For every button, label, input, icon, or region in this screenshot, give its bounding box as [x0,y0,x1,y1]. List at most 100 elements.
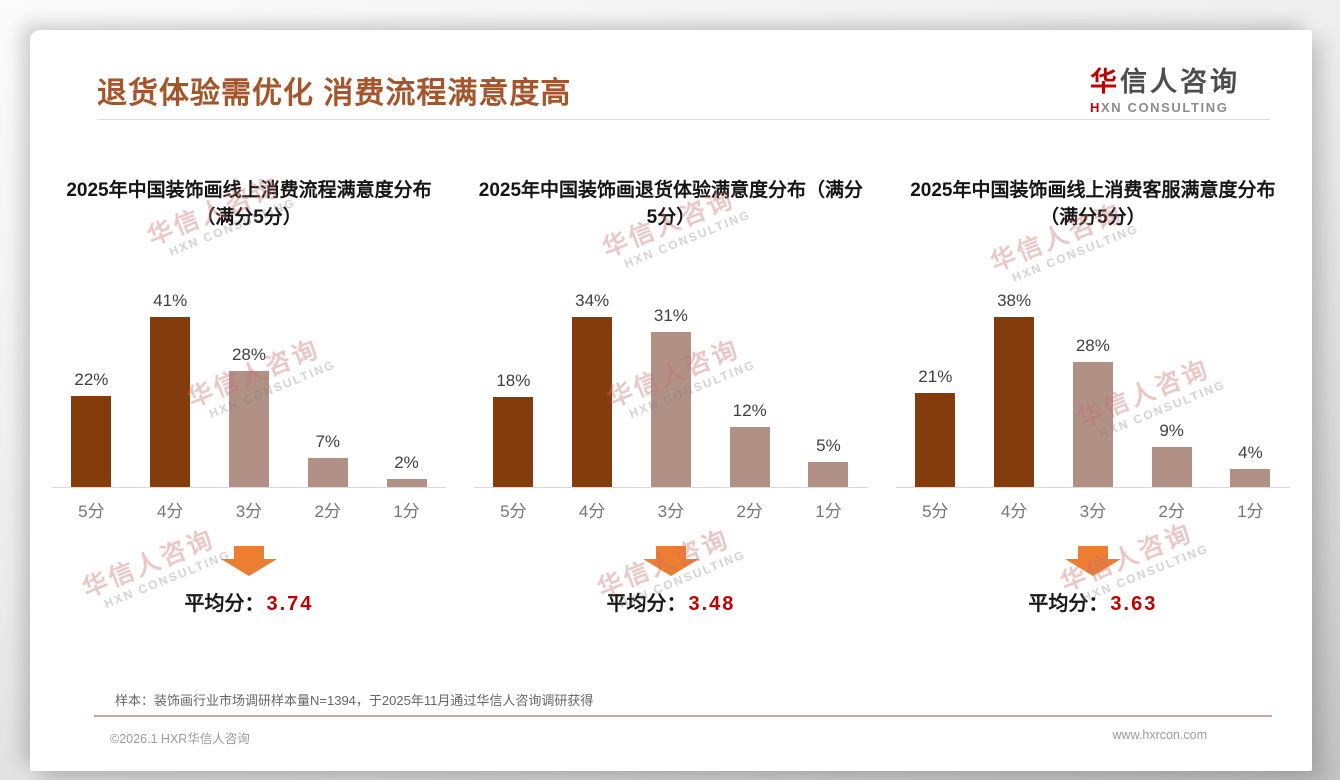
bar-group: 38% [977,291,1052,487]
bar-value-label: 41% [153,291,188,310]
chart-service-satisfaction: 2025年中国装饰画线上消费客服满意度分布（满分5分） 21% 38% 28% 9% 4… [882,152,1304,616]
source-note: 样本：装饰画行业市场调研样本量N=1394，于2025年11月通过华信人咨询调研… [115,693,594,708]
bar-value-label: 31% [653,306,688,325]
bar-plot: 22% 41% 28% 7% 2% [52,250,446,488]
average-score-label: 平均分： [1028,593,1109,615]
company-logo: 华信人咨询 HXN CONSULTING [1090,60,1240,115]
category-axis: 5分 4分 3分 2分 1分 [896,497,1290,522]
bar-group: 5% [791,436,866,487]
category-label: 3分 [657,502,685,521]
bar [228,371,269,487]
bar-value-label: 28% [231,345,266,364]
arrow-head [220,559,277,576]
bar-value-label: 2% [394,453,419,472]
logo-name-rest: 信人咨询 [1120,67,1240,97]
logo-en-rest: XN CONSULTING [1101,100,1229,115]
category-label: 4分 [156,502,184,521]
bar [493,397,534,487]
bar-group: 41% [133,291,208,487]
bar-group: 7% [290,432,365,487]
category-label: 1分 [815,502,842,521]
bar [307,458,348,487]
logo-en-accent-char: H [1090,100,1101,115]
category-label: 1分 [1237,502,1264,521]
average-score-label: 平均分： [606,593,687,615]
bar-group: 2% [369,453,444,487]
category-label: 2分 [736,502,763,521]
bar-value-label: 38% [997,291,1032,310]
average-score-value: 3.48 [688,593,736,615]
bar-group: 34% [555,291,630,487]
bar [729,427,770,487]
bar-value-label: 4% [1238,443,1263,462]
bar-value-label: 22% [74,370,109,389]
category-label: 2分 [1158,502,1185,521]
footer: ©2026.1 HXR华信人咨询 www.hxrcon.com [110,728,1207,747]
bar [1230,469,1271,487]
website-url: www.hxrcon.com [1112,728,1207,742]
arrow-head [642,559,699,576]
bar [572,317,613,487]
average-score-value: 3.74 [266,593,314,615]
category-label: 4分 [1000,502,1028,521]
category-label: 3分 [1079,502,1107,521]
bar-value-label: 5% [816,436,841,455]
category-label: 3分 [235,502,263,521]
bar [915,393,956,487]
bar-group: 31% [633,306,708,487]
bar-plot: 18% 34% 31% 12% 5% [473,250,868,488]
category-label: 5分 [922,502,949,521]
bar-group: 18% [476,371,551,487]
bar [150,317,191,487]
slide-card: 退货体验需优化 消费流程满意度高 华信人咨询 HXN CONSULTING 20… [30,30,1312,771]
category-label: 4分 [578,502,606,521]
category-axis: 5分 4分 3分 2分 1分 [52,497,446,522]
average-score-label: 平均分： [184,593,265,615]
average-score-value: 3.63 [1110,593,1158,615]
chart-return-satisfaction: 2025年中国装饰画退货体验满意度分布（满分5分） 18% 34% 31% 12% 5%… [460,152,882,616]
bar-value-label: 28% [1075,336,1110,355]
arrow-shaft [233,546,264,559]
bar-value-label: 18% [496,371,531,390]
charts-row: 2025年中国装饰画线上消费流程满意度分布（满分5分） 22% 41% 28% 7% 2… [38,152,1304,616]
footer-divider [94,715,1272,717]
logo-chinese-name: 华信人咨询 [1090,60,1240,99]
bar-value-label: 7% [315,432,341,451]
bar [808,462,849,487]
down-arrow-icon [1064,546,1121,576]
bar-value-label: 21% [918,367,953,386]
copyright-text: ©2026.1 HXR华信人咨询 [110,732,250,746]
bar-group: 28% [212,345,287,487]
category-label: 1分 [393,502,420,521]
bar [1072,362,1113,487]
bar [71,396,112,487]
down-arrow-icon [220,546,277,576]
category-label: 2分 [314,502,341,521]
category-label: 5分 [78,502,105,521]
bar-plot: 21% 38% 28% 9% 4% [895,250,1290,488]
bar-value-label: 12% [732,401,767,420]
arrow-shaft [1077,546,1108,559]
average-score: 平均分： 3.63 [1028,587,1157,616]
chart-title: 2025年中国装饰画线上消费客服满意度分布（满分5分） [910,180,1276,228]
logo-accent-char: 华 [1090,67,1120,97]
bar [386,479,427,487]
average-score: 平均分： 3.48 [606,587,735,616]
bar-group: 22% [54,370,129,487]
bar-group: 12% [712,401,787,487]
page-title: 退货体验需优化 消费流程满意度高 [97,77,572,110]
bar-group: 28% [1055,336,1130,487]
bar [650,332,691,487]
bar-value-label: 34% [575,291,610,310]
logo-english-name: HXN CONSULTING [1090,100,1240,115]
chart-title: 2025年中国装饰画退货体验满意度分布（满分5分） [478,180,864,228]
bar-value-label: 9% [1159,421,1184,440]
header-divider [97,119,1270,120]
average-score: 平均分： 3.74 [185,587,314,616]
category-label: 5分 [500,502,527,521]
arrow-shaft [655,546,686,559]
bar-group: 4% [1213,443,1288,487]
chart-process-satisfaction: 2025年中国装饰画线上消费流程满意度分布（满分5分） 22% 41% 28% 7% 2… [38,152,460,616]
chart-title: 2025年中国装饰画线上消费流程满意度分布（满分5分） [66,180,432,228]
bar-group: 21% [898,367,973,487]
